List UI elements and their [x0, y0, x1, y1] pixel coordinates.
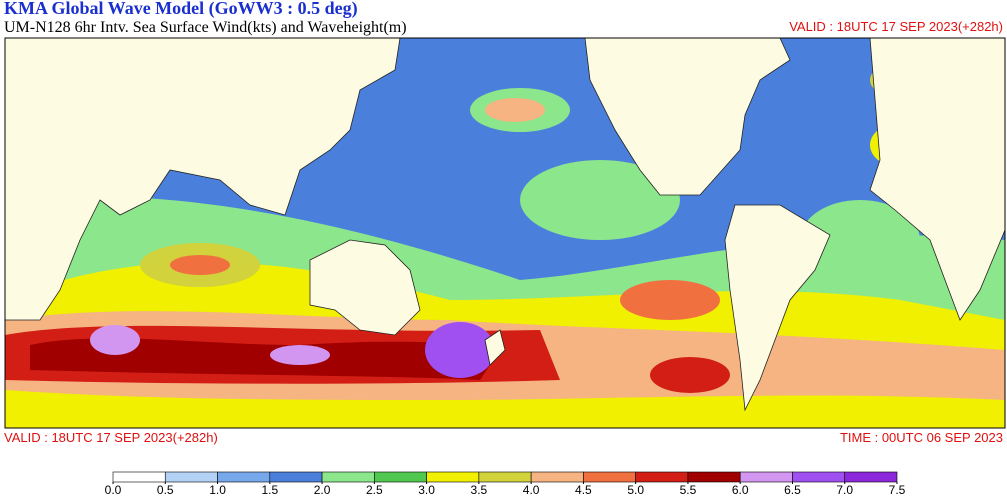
- tick-label: 0.0: [105, 483, 122, 496]
- wave-field: [425, 322, 495, 378]
- wave-field: [170, 255, 230, 275]
- land: [5, 38, 1005, 412]
- tick-label: 4.0: [523, 483, 540, 496]
- tick-label: 2.0: [314, 483, 331, 496]
- wave-field: [620, 280, 720, 320]
- wave-field: [485, 98, 545, 122]
- tick-label: 1.5: [261, 483, 278, 496]
- title: KMA Global Wave Model (GoWW3 : 0.5 deg): [4, 0, 358, 19]
- map: [4, 37, 1006, 429]
- color-swatch: [478, 471, 532, 483]
- tick-label: 6.0: [732, 483, 749, 496]
- tick-label: 4.5: [575, 483, 592, 496]
- color-swatch: [635, 471, 689, 483]
- color-swatch: [269, 471, 323, 483]
- tick-label: 3.5: [471, 483, 488, 496]
- wave-field: [270, 345, 330, 365]
- color-swatch: [374, 471, 427, 483]
- color-swatch: [583, 471, 636, 483]
- map-frame: [4, 37, 1006, 429]
- color-swatch: [164, 471, 218, 483]
- tick-label: 1.0: [209, 483, 226, 496]
- init-time: TIME : 00UTC 06 SEP 2023: [840, 430, 1003, 445]
- colorbar: 0.0 0.5 1.0 1.5 2.0 2.5 3.0 3.5 4.0 4.5 5.0 5.5 6.0 6…: [105, 471, 906, 496]
- color-swatch: [321, 471, 375, 483]
- color-swatch: [739, 471, 793, 483]
- color-swatch: [426, 471, 480, 483]
- color-swatch: [112, 471, 166, 483]
- tick-label: 7.0: [836, 483, 853, 496]
- color-swatch: [530, 471, 584, 483]
- wave-field: [650, 357, 730, 393]
- subtitle: UM-N128 6hr Intv. Sea Surface Wind(kts) …: [4, 19, 407, 36]
- tick-label: 2.5: [366, 483, 383, 496]
- tick-label: 5.5: [680, 483, 697, 496]
- tick-label: 7.5: [889, 483, 906, 496]
- wave-field: [520, 160, 680, 240]
- color-swatch: [217, 471, 271, 483]
- wave-field: [30, 338, 500, 380]
- tick-label: 3.0: [418, 483, 435, 496]
- tick-label: 5.0: [627, 483, 644, 496]
- color-swatch: [844, 471, 898, 483]
- color-swatch: [792, 471, 846, 483]
- tick-label: 6.5: [784, 483, 801, 496]
- color-swatch: [687, 471, 741, 483]
- wave-field: [90, 325, 140, 355]
- tick-label: 0.5: [157, 483, 174, 496]
- valid-top: VALID : 18UTC 17 SEP 2023(+282h): [789, 19, 1003, 34]
- wave-field: [800, 200, 920, 280]
- valid-bottom: VALID : 18UTC 17 SEP 2023(+282h): [4, 430, 218, 445]
